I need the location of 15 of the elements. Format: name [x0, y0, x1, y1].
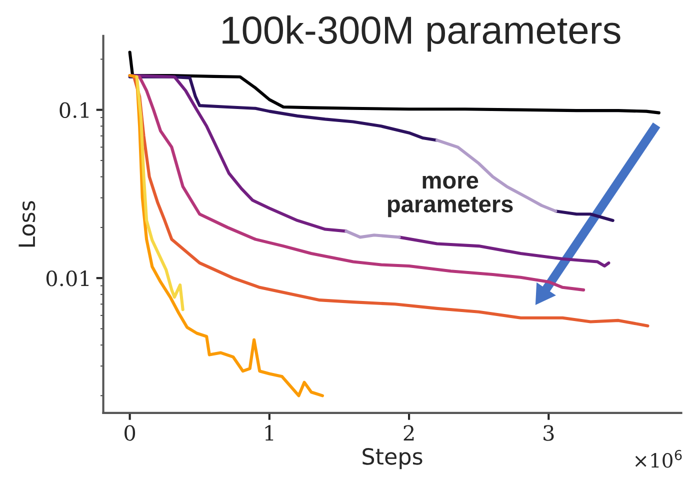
x-tick-label: 3	[544, 425, 554, 441]
line-series	[132, 75, 650, 328]
x-tick-label: 2	[404, 425, 414, 441]
x-axis-title: Steps	[362, 448, 422, 470]
y-tick-label: 0.01	[46, 270, 89, 286]
annotation: more parameters	[388, 176, 513, 218]
line-series	[128, 50, 660, 114]
chart-title: 100k-300M parameters	[222, 15, 620, 52]
line-series	[128, 74, 324, 398]
x-tick-label: 1	[265, 425, 274, 441]
y-axis-title: Loss	[18, 201, 36, 247]
x-tick-label: 0	[124, 425, 136, 441]
line-series	[135, 75, 184, 312]
text: ×10$^{6}$	[635, 450, 682, 468]
y-tick-label: 0.1	[60, 102, 89, 118]
